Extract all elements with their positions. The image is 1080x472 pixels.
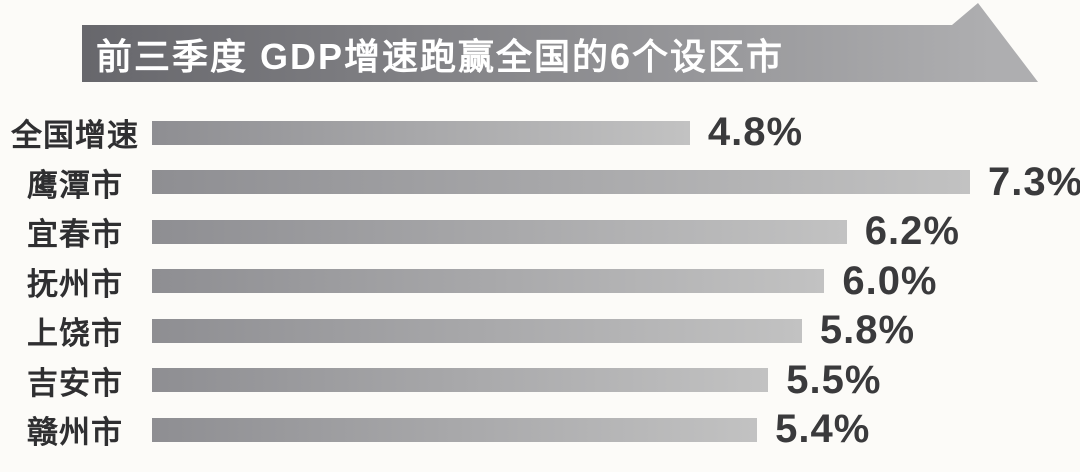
bar (152, 170, 970, 195)
bar-row: 上饶市 5.8% (0, 306, 1080, 356)
bar-row: 鹰潭市 7.3% (0, 158, 1080, 208)
category-label: 赣州市 (27, 415, 123, 451)
category-label: 吉安市 (27, 365, 123, 401)
value-label: 5.5% (786, 357, 882, 402)
bar (152, 318, 802, 343)
value-label: 5.8% (819, 308, 916, 353)
bar-row: 赣州市 5.4% (0, 405, 1080, 455)
bar (152, 269, 825, 294)
category-label: 全国增速 (11, 118, 139, 154)
category-label: 宜春市 (27, 217, 123, 253)
bar (152, 219, 847, 244)
bar-track: 7.3% (152, 160, 1080, 205)
bar-row: 宜春市 6.2% (0, 207, 1080, 257)
value-label: 7.3% (988, 159, 1080, 204)
bar-row: 抚州市 6.0% (0, 257, 1080, 307)
category-label: 上饶市 (27, 316, 123, 352)
bar-track: 5.5% (152, 358, 970, 403)
value-label: 4.8% (707, 110, 804, 155)
bar (152, 120, 690, 145)
bar-track: 6.0% (152, 259, 970, 304)
bar-row: 吉安市 5.5% (0, 356, 1080, 406)
bar-track: 6.2% (152, 209, 970, 254)
bar-row: 全国增速 4.8% (0, 108, 1080, 158)
bar (152, 417, 758, 442)
chart-title: 前三季度 GDP增速跑赢全国的6个设区市 (96, 35, 785, 77)
bar-track: 5.4% (152, 407, 970, 452)
value-label: 6.2% (864, 209, 960, 254)
bar-chart: 全国增速 4.8% 鹰潭市 7.3% 宜春市 6.2% 抚州市 6.0% 上饶市… (0, 108, 1080, 455)
category-label: 鹰潭市 (27, 167, 123, 203)
bar (152, 368, 769, 393)
value-label: 6.0% (842, 258, 938, 303)
bar-track: 5.8% (152, 308, 970, 353)
bar-track: 4.8% (152, 110, 970, 155)
value-label: 5.4% (775, 407, 871, 452)
category-label: 抚州市 (27, 266, 123, 302)
